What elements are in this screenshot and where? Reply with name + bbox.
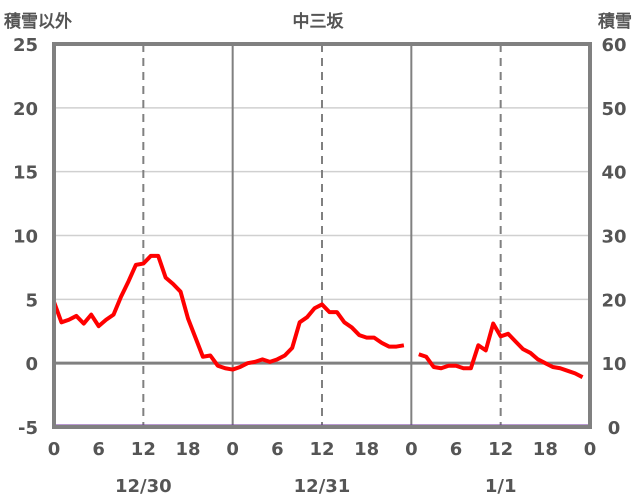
plot-frame [52, 42, 592, 429]
left-tick-label: 25 [13, 35, 38, 56]
x-tick-label: 0 [226, 439, 239, 460]
right-tick-label: 60 [601, 35, 626, 56]
x-tick-label: 18 [175, 439, 200, 460]
left-tick-label: 5 [25, 290, 38, 311]
x-tick-label: 0 [584, 439, 597, 460]
left-tick-label: -5 [18, 418, 38, 439]
x-tick-label: 6 [450, 439, 463, 460]
date-label: 12/30 [115, 476, 172, 497]
left-tick-label: 20 [13, 99, 38, 120]
date-label: 12/31 [294, 476, 351, 497]
x-tick-label: 12 [488, 439, 513, 460]
x-tick-label: 0 [405, 439, 418, 460]
x-tick-label: 18 [354, 439, 379, 460]
date-label: 1/1 [485, 476, 517, 497]
x-tick-label: 12 [131, 439, 156, 460]
right-tick-label: 0 [608, 418, 621, 439]
right-axis-label: 積雪 [598, 11, 632, 32]
chart-title: 中三坂 [293, 11, 345, 32]
x-tick-label: 0 [48, 439, 61, 460]
left-tick-label: 15 [13, 163, 38, 184]
left-tick-label: 10 [13, 227, 38, 248]
right-tick-label: 20 [601, 290, 626, 311]
right-tick-label: 40 [601, 163, 626, 184]
x-tick-label: 6 [271, 439, 284, 460]
right-tick-label: 10 [601, 354, 626, 375]
x-tick-label: 6 [92, 439, 105, 460]
left-tick-label: 0 [25, 354, 38, 375]
x-tick-label: 12 [309, 439, 334, 460]
left-axis-label: 積雪以外 [4, 11, 72, 32]
right-tick-label: 50 [601, 99, 626, 120]
series-line-積雪以外 [52, 253, 405, 372]
right-tick-label: 30 [601, 227, 626, 248]
x-tick-label: 18 [533, 439, 558, 460]
